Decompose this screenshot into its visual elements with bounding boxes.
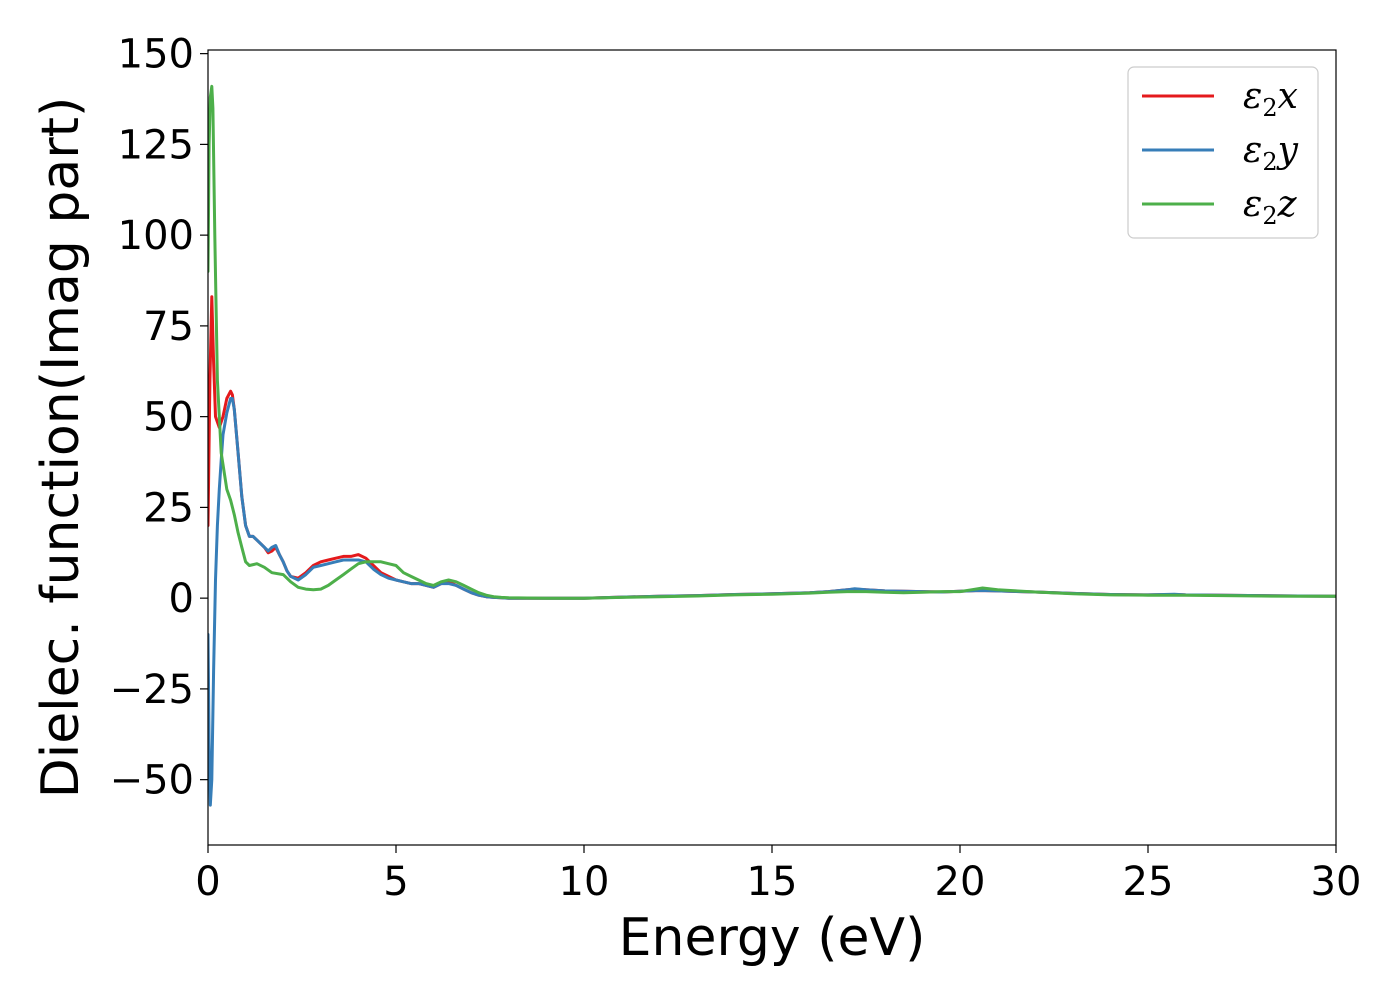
x-tick-label: 30 — [1311, 859, 1362, 905]
x-axis-title: Energy (eV) — [619, 908, 926, 968]
y-tick-label: 100 — [118, 213, 194, 259]
legend-box — [1127, 66, 1319, 239]
legend-label-y: ε2y — [1243, 130, 1299, 176]
legend: ε2x ε2y ε2z — [1127, 66, 1319, 239]
y-tick-label: 75 — [143, 304, 194, 350]
series-line-z — [208, 84, 1336, 600]
y-tick-label: 150 — [118, 32, 194, 78]
y-tick-label: −25 — [110, 667, 194, 713]
x-tick-label: 0 — [195, 859, 220, 905]
y-tick-label: 125 — [118, 122, 194, 168]
y-tick-label: 0 — [169, 576, 194, 622]
y-axis-title: Dielec. function(Imag part) — [31, 97, 91, 799]
y-tick-label: −50 — [110, 758, 194, 804]
y-tick-label: 50 — [143, 395, 194, 441]
x-tick-label: 15 — [747, 859, 798, 905]
legend-label-z: ε2z — [1243, 184, 1298, 230]
x-tick-label: 10 — [559, 859, 610, 905]
x-tick-label: 5 — [383, 859, 408, 905]
x-tick-label: 20 — [935, 859, 986, 905]
x-tick-label: 25 — [1123, 859, 1174, 905]
legend-label-x: ε2x — [1243, 76, 1298, 122]
y-tick-label: 25 — [143, 485, 194, 531]
